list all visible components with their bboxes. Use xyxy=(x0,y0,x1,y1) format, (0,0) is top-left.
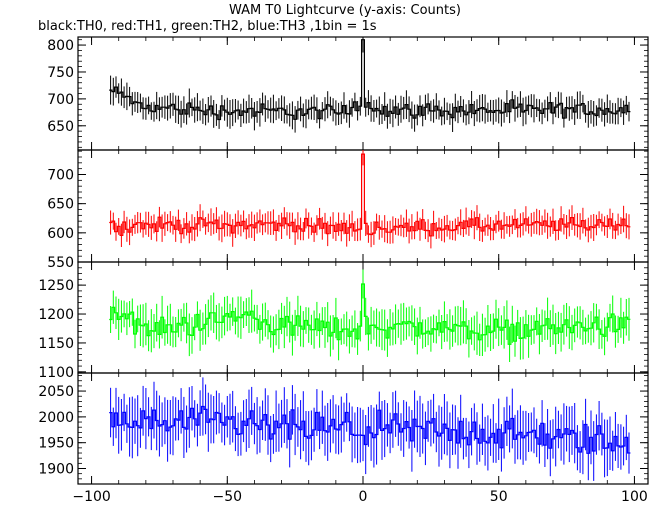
x-tick-label: 50 xyxy=(490,489,508,505)
y-tick-label: 700 xyxy=(47,168,74,184)
y-tick-label: 2000 xyxy=(38,410,74,426)
y-tick-label: 2050 xyxy=(38,384,74,400)
panel-frame xyxy=(77,36,649,151)
y-tick-label: 1900 xyxy=(38,462,74,478)
y-tick-label: 1150 xyxy=(38,336,74,352)
panels-group: 650 700 750 800 550 600 650 700 1100 1150 1200 1250… xyxy=(38,36,649,485)
x-tick-label: −50 xyxy=(213,489,243,505)
y-tick-label: 600 xyxy=(47,226,74,242)
y-tick-label: 650 xyxy=(47,197,74,213)
step-line xyxy=(109,283,631,345)
lightcurve-TH0 xyxy=(109,37,631,133)
y-tick-label: 750 xyxy=(47,65,74,81)
y-tick-label: 1950 xyxy=(38,436,74,452)
figure-subtitle: black:TH0, red:TH1, green:TH2, blue:TH3 … xyxy=(38,19,377,34)
y-tick-label: 800 xyxy=(47,38,74,54)
y-tick-label: 1200 xyxy=(38,307,74,323)
lightcurve-TH2 xyxy=(109,269,631,362)
panel-TH0: 650 700 750 800 xyxy=(47,36,649,151)
y-tick-label: 1250 xyxy=(38,278,74,294)
y-tick-label: 550 xyxy=(47,255,74,271)
y-tick-label: 1100 xyxy=(38,365,74,381)
panel-frame xyxy=(77,149,649,263)
panel-TH1: 550 600 650 700 xyxy=(47,149,649,271)
y-tick-label: 650 xyxy=(47,119,74,135)
x-tick-label: 0 xyxy=(359,489,368,505)
figure-title: WAM T0 Lightcurve (y-axis: Counts) xyxy=(229,3,461,18)
lightcurve-TH1 xyxy=(109,150,631,249)
x-tick-label: −100 xyxy=(72,489,110,505)
step-line xyxy=(109,405,631,454)
lightcurve-TH3 xyxy=(109,377,631,481)
x-tick-label: 100 xyxy=(621,489,648,505)
panel-TH3: 1900 1950 2000 2050 xyxy=(38,372,649,485)
y-tick-label: 700 xyxy=(47,92,74,108)
panel-TH2: 1100 1150 1200 1250 xyxy=(38,261,649,381)
step-line xyxy=(109,39,631,121)
step-line xyxy=(109,153,631,237)
